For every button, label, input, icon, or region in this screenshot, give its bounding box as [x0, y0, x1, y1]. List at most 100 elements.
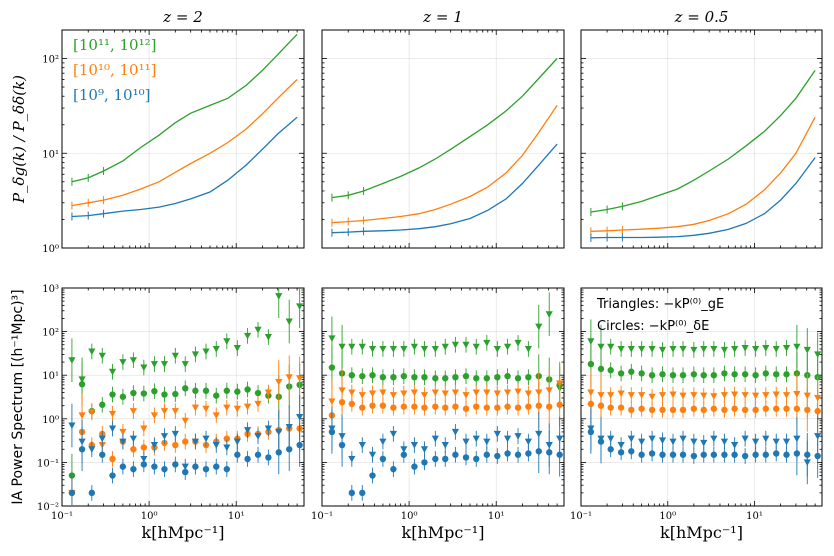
- triangle-marker: [803, 346, 811, 354]
- triangle-marker: [472, 343, 480, 351]
- circle-marker: [525, 373, 532, 381]
- circle-marker: [659, 371, 666, 378]
- triangle-marker: [679, 345, 687, 353]
- circle-marker: [483, 375, 491, 382]
- triangle-marker: [545, 387, 553, 394]
- triangle-marker: [338, 433, 346, 440]
- circle-marker: [700, 372, 707, 379]
- triangle-marker: [410, 389, 418, 397]
- triangle-marker: [514, 433, 522, 440]
- circle-marker: [421, 373, 428, 381]
- circle-marker: [182, 438, 189, 445]
- triangle-marker: [772, 438, 780, 446]
- x-axis-label: k[hMpc⁻¹]: [142, 523, 225, 542]
- triangle-marker: [68, 357, 76, 364]
- circle-marker: [369, 372, 376, 379]
- circle-marker: [400, 403, 408, 410]
- x-tick-label: 10⁰: [401, 511, 418, 522]
- triangle-marker: [202, 405, 210, 413]
- triangle-marker: [597, 435, 605, 443]
- triangle-marker: [420, 392, 429, 399]
- triangle-marker: [503, 389, 512, 397]
- circle-marker: [690, 371, 698, 378]
- x-tick-label: 10¹: [488, 511, 505, 522]
- ratio-line: [590, 157, 816, 239]
- triangle-marker: [627, 392, 635, 399]
- triangle-marker: [160, 361, 169, 368]
- bottom-frame: [321, 287, 565, 507]
- triangle-marker: [731, 442, 739, 449]
- circle-marker: [452, 403, 459, 410]
- triangle-marker: [658, 437, 667, 444]
- circle-marker: [679, 451, 687, 458]
- circle-marker: [400, 372, 408, 380]
- y-tick-label: 10⁰: [42, 415, 59, 426]
- triangle-marker: [700, 439, 708, 447]
- circle-marker: [462, 454, 470, 461]
- triangle-marker: [264, 334, 272, 341]
- triangle-marker: [171, 408, 179, 415]
- circle-marker: [659, 451, 666, 458]
- circle-marker: [421, 459, 428, 466]
- circle-marker: [254, 451, 262, 458]
- circle-marker: [628, 448, 635, 455]
- triangle-marker: [587, 338, 595, 345]
- circle-marker: [783, 405, 790, 412]
- triangle-marker: [338, 387, 346, 394]
- triangle-marker: [379, 438, 387, 446]
- triangle-marker: [462, 341, 470, 349]
- bottom-frame: [580, 287, 823, 507]
- circle-marker: [411, 373, 418, 381]
- triangle-marker: [108, 368, 117, 376]
- circle-marker: [161, 391, 168, 398]
- circle-marker: [731, 451, 738, 458]
- circle-marker: [638, 405, 645, 412]
- circle-marker: [638, 451, 645, 458]
- triangle-marker: [243, 427, 252, 434]
- circle-marker: [462, 372, 470, 380]
- x-tick-label: 10¹: [746, 511, 763, 522]
- triangle-marker: [762, 392, 770, 399]
- triangle-marker: [690, 392, 698, 399]
- triangle-marker: [88, 409, 96, 417]
- triangle-marker: [191, 351, 200, 358]
- triangle-marker: [160, 408, 169, 415]
- triangle-marker: [379, 345, 387, 353]
- triangle-marker: [638, 345, 646, 353]
- circle-marker: [473, 403, 480, 410]
- triangle-marker: [328, 425, 336, 433]
- circle-marker: [721, 370, 728, 377]
- markers-group: [328, 292, 564, 501]
- triangle-marker: [700, 392, 708, 400]
- triangle-marker: [607, 435, 615, 443]
- circle-marker: [140, 390, 148, 397]
- triangle-marker: [368, 390, 377, 398]
- circle-marker: [172, 390, 179, 398]
- triangle-marker: [731, 391, 739, 399]
- circle-marker: [442, 455, 449, 463]
- circle-marker: [597, 365, 605, 373]
- top-frame: [321, 29, 565, 249]
- top-axes-2: [580, 29, 823, 249]
- triangle-marker: [150, 361, 158, 368]
- triangle-marker: [710, 435, 718, 443]
- circle-marker: [452, 451, 459, 458]
- triangle-marker: [410, 442, 418, 449]
- triangle-marker: [348, 455, 356, 463]
- markers-group: [68, 288, 304, 506]
- circle-marker: [421, 404, 428, 411]
- circle-marker: [88, 489, 96, 497]
- triangle-marker: [348, 343, 356, 351]
- triangle-marker: [556, 435, 564, 443]
- triangle-marker: [254, 433, 262, 440]
- circle-marker: [244, 455, 251, 463]
- triangle-marker: [223, 338, 231, 345]
- triangle-marker: [524, 345, 532, 353]
- circle-marker: [99, 401, 106, 408]
- circle-marker: [130, 465, 137, 473]
- triangle-marker: [720, 392, 729, 399]
- circle-marker: [690, 452, 698, 460]
- triangle-marker: [400, 446, 408, 453]
- triangle-marker: [472, 435, 480, 443]
